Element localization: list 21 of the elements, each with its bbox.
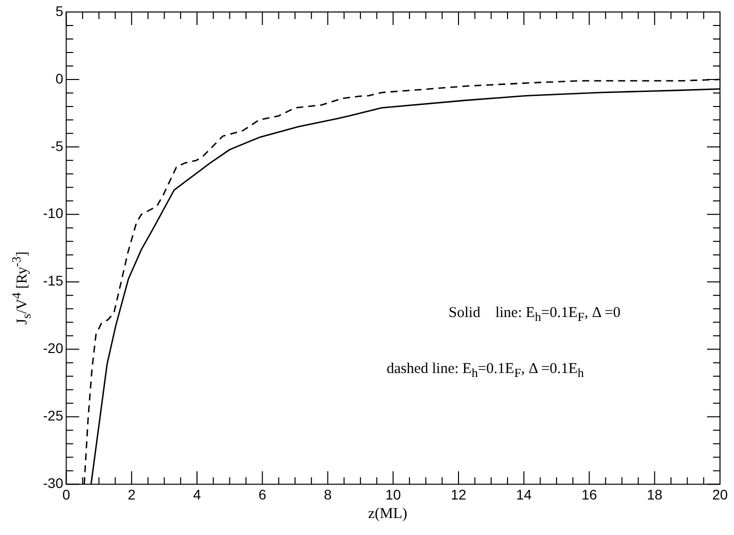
x-axis-title: z(ML) [368,506,408,524]
x-tick-label: 18 [646,486,663,502]
y-tick-label: -30 [43,475,64,492]
y-tick-label: -25 [43,408,64,424]
x-tick-label: 12 [450,486,466,502]
x-tick-label: 16 [581,486,598,502]
x-tick-label: 4 [193,486,202,502]
y-tick-label: -20 [43,340,64,356]
x-tick-label: 6 [258,486,266,502]
x-tick-label: 2 [128,486,136,502]
x-tick-label: 8 [324,486,332,502]
x-tick-label: 14 [516,486,532,502]
annotation: dashed line: E$_{h}$=0.1E$_{F}$, Δ =0.1E$_{h}$ [386,361,584,382]
y-tick-label: -5 [50,138,64,154]
x-tick-label: 10 [385,486,402,502]
y-tick-label: 0 [55,70,64,86]
x-tick-label: 20 [712,486,728,502]
y-tick-label: 5 [55,2,64,19]
y-tick-label: -10 [43,205,64,222]
y-tick-label: -15 [43,272,64,289]
annotation: Solid line: E$_{h}$=0.1E$_{F}$, Δ =0 [448,304,621,325]
